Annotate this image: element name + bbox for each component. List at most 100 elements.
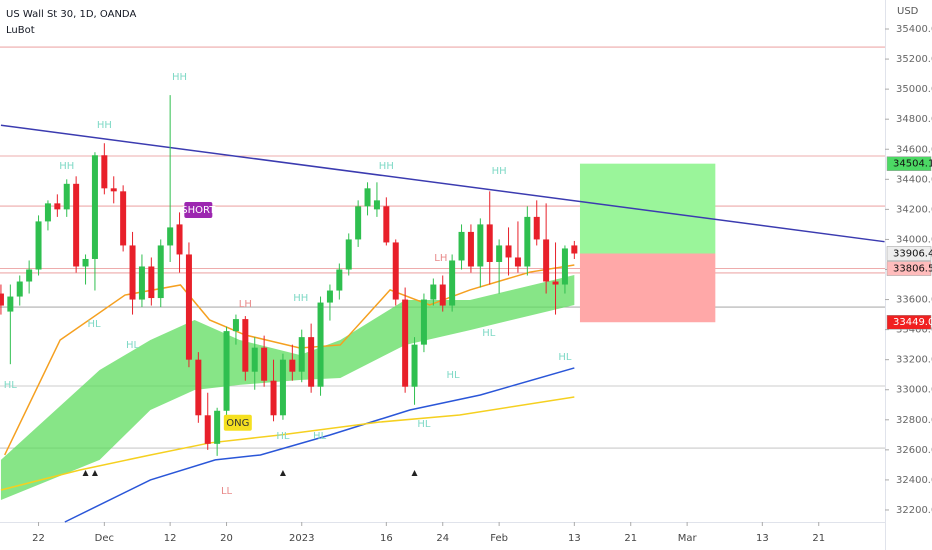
chart-title: US Wall St 30, 1D, OANDA	[6, 9, 136, 20]
swing-label: HH	[59, 161, 74, 172]
x-tick-label: 13	[568, 533, 581, 544]
indicator-line	[0, 396, 575, 491]
candle-body	[505, 245, 512, 258]
candle-body	[26, 269, 33, 282]
candle-body	[232, 319, 239, 332]
y-tick-label: 35200.0	[896, 54, 932, 65]
y-tick-label: 33600.0	[896, 295, 932, 306]
price-label: 33906.4	[893, 248, 932, 259]
candle-body	[242, 319, 249, 372]
price-label-box	[886, 261, 932, 276]
y-tick-label: 34000.0	[896, 234, 932, 245]
candle-body	[157, 245, 164, 299]
candle-body	[533, 216, 540, 240]
swing-label: HH	[293, 293, 308, 304]
candle-body	[392, 242, 399, 300]
candle-body	[16, 281, 23, 297]
cloud-band	[0, 275, 575, 501]
candle-body	[514, 257, 521, 267]
candle-body	[73, 183, 80, 267]
candle-body	[270, 380, 277, 416]
candle-body	[345, 239, 352, 270]
signal-tag-text: SHORT	[181, 205, 216, 216]
swing-label: HL	[417, 419, 431, 430]
candle-body	[167, 227, 174, 246]
y-tick-label: 32600.0	[896, 445, 932, 456]
candle-body	[63, 183, 70, 210]
candle-body	[439, 284, 446, 306]
candle-body	[110, 188, 117, 192]
y-tick-label: 32800.0	[896, 415, 932, 426]
swing-label: HL	[4, 380, 18, 391]
x-tick-label: Mar	[678, 533, 698, 544]
signal-arrow	[91, 470, 98, 476]
candle-body	[477, 224, 484, 267]
candle-body	[91, 155, 98, 259]
indicator-name: LuBot	[6, 25, 35, 36]
swing-label: HL	[447, 370, 461, 381]
x-tick-label: 13	[756, 533, 769, 544]
swing-label: HH	[172, 72, 187, 83]
candle-body	[204, 415, 211, 444]
y-tick-label: 34800.0	[896, 114, 932, 125]
signal-arrow	[411, 470, 418, 476]
swing-label: HL	[482, 328, 496, 339]
candle-body	[411, 344, 418, 387]
candle-body	[373, 200, 380, 210]
candle-body	[336, 269, 343, 291]
candle-body	[0, 293, 4, 306]
candle-body	[449, 260, 456, 306]
x-tick-label: 22	[32, 533, 45, 544]
stop-zone	[579, 253, 716, 323]
target-zone	[579, 163, 716, 254]
candle-body	[35, 221, 42, 270]
candle-body	[308, 337, 315, 387]
swing-label: HL	[313, 431, 327, 442]
y-tick-label: 34200.0	[896, 204, 932, 215]
candle-body	[355, 206, 362, 240]
x-tick-label: 24	[436, 533, 449, 544]
candle-body	[289, 359, 296, 372]
candle-body	[364, 188, 371, 207]
candle-body	[458, 231, 465, 261]
x-tick-label: 2023	[289, 533, 314, 544]
candle-body	[223, 331, 230, 411]
candle-body	[120, 191, 127, 246]
candle-body	[486, 224, 493, 262]
candle-body	[138, 266, 145, 300]
price-label: 34504.1	[893, 159, 932, 170]
y-tick-label: 33200.0	[896, 355, 932, 366]
candle-body	[524, 216, 531, 267]
swing-label: LH	[239, 299, 252, 310]
y-tick-label: 34400.0	[896, 174, 932, 185]
candle-body	[44, 203, 51, 222]
candle-body	[543, 239, 550, 282]
candle-body	[430, 284, 437, 300]
swing-label: HH	[492, 166, 507, 177]
signal-tag	[223, 414, 252, 431]
price-label-box	[886, 314, 932, 330]
x-tick-label: Feb	[490, 533, 508, 544]
swing-label: LL	[221, 486, 233, 497]
swing-label: HH	[97, 120, 112, 131]
candle-body	[195, 359, 202, 416]
candle-body	[101, 155, 108, 189]
candle-body	[420, 299, 427, 345]
y-tick-label: 34600.0	[896, 144, 932, 155]
signal-arrow	[82, 470, 89, 476]
swing-label: HL	[126, 340, 140, 351]
y-tick-label: 32200.0	[896, 505, 932, 516]
signal-arrow	[279, 470, 286, 476]
price-label-box	[886, 246, 932, 261]
swing-label: HL	[558, 352, 572, 363]
y-tick-label: 35400.0	[896, 24, 932, 35]
signal-tag-text: ONG	[226, 418, 249, 429]
x-tick-label: 20	[220, 533, 233, 544]
candle-body	[261, 347, 268, 381]
x-tick-label: 21	[624, 533, 637, 544]
candle-body	[214, 410, 221, 444]
signal-tag	[184, 201, 213, 218]
candle-body	[251, 347, 258, 372]
